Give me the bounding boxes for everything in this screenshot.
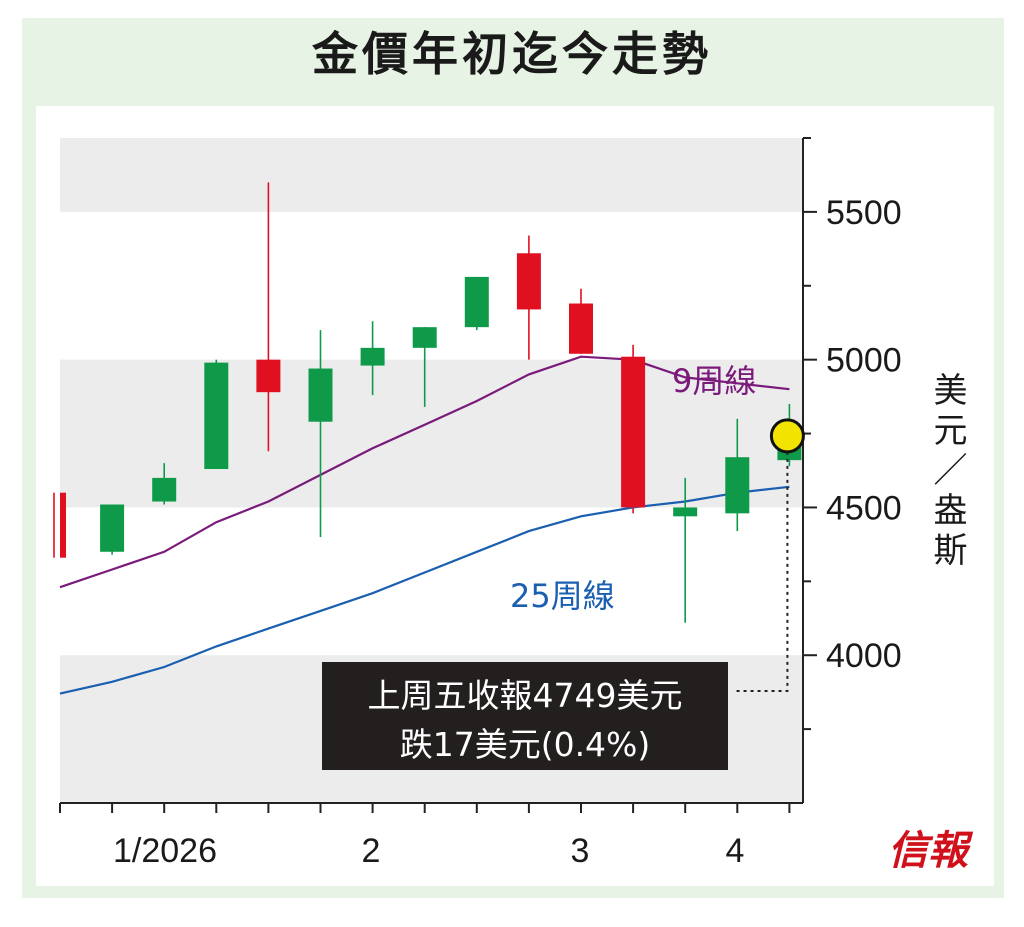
candle-body-1: [100, 504, 125, 552]
white-band-1: [60, 507, 803, 656]
y-tick-label-5000: 5000: [826, 342, 902, 380]
y-tick-label-5500: 5500: [826, 194, 902, 232]
chart-title: 金價年初迄今走勢: [312, 27, 712, 81]
ma25-label: 25周線: [510, 577, 615, 615]
candle-body-2: [152, 477, 177, 502]
annotation-line-1: 上周五收報4749美元: [368, 676, 683, 715]
candle-body-3: [204, 362, 229, 470]
ma9-layer: [59, 355, 790, 589]
candle-body-9: [516, 253, 541, 310]
candle-body-6: [360, 347, 385, 366]
annotation-box: [322, 662, 728, 770]
unit-label: 美元／盎斯: [927, 372, 967, 572]
candle-body-12: [673, 507, 698, 517]
leader-line: [733, 451, 789, 692]
candle-body-10: [569, 303, 593, 354]
y-tick-label-4500: 4500: [826, 489, 902, 527]
ma9-label: 9周線: [672, 362, 756, 400]
candle-body-7: [412, 327, 437, 348]
last-close-marker: [769, 418, 805, 454]
ma25-line: [59, 485, 790, 695]
annotation-line-2: 跌17美元(0.4%): [400, 725, 651, 764]
y-tick-label-4000: 4000: [826, 637, 902, 675]
x-tick-label-3: 4: [726, 832, 745, 870]
brand-logo: 信報: [888, 827, 974, 874]
candle-body-5: [308, 368, 333, 422]
candle-body-4: [256, 359, 281, 393]
candle-body-13: [725, 457, 750, 514]
axes-layer: [59, 137, 817, 813]
x-tick-label-1: 2: [362, 832, 381, 870]
ma25-layer: [59, 485, 790, 695]
labels-layer: 4000 4500 5000 5500 1/2026 2 3 4 美元／盎斯 9周線 25周線上周五…: [113, 194, 974, 874]
x-tick-label-0: 1/2026: [113, 832, 217, 870]
ma9-line: [59, 355, 790, 589]
candle-body-0: [60, 492, 66, 558]
candle-body-8: [464, 276, 489, 328]
candle-body-11: [621, 356, 646, 508]
x-tick-label-2: 3: [571, 832, 590, 870]
candles-layer: [53, 182, 802, 623]
